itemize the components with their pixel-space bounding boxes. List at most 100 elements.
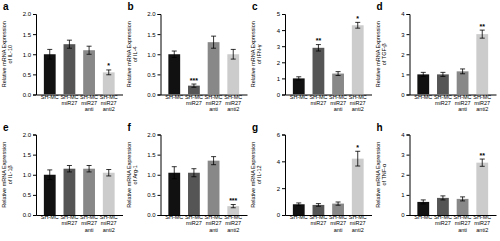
bar	[64, 44, 76, 94]
tick-label: 1	[401, 72, 405, 78]
axis-line	[158, 135, 162, 216]
plot-marks	[44, 40, 115, 94]
tick-label: 1	[277, 76, 281, 82]
y-axis-title-line: of IL-12	[256, 165, 262, 184]
tick-label: SH-MCmiR27anti2	[100, 214, 118, 233]
y-tick: 0.0	[23, 92, 36, 98]
error-bar	[421, 72, 426, 76]
tick-label: 4	[401, 132, 405, 138]
y-axis-title-line: of IFN-γ	[256, 44, 262, 64]
tick-label-line: miR27	[101, 220, 117, 226]
tick-mark	[282, 30, 285, 31]
tick-mark	[282, 215, 285, 216]
tick-label: 2.0	[147, 132, 156, 138]
y-tick: 2.0	[147, 11, 160, 17]
tick-label: SH-MCmiR27anti2	[100, 94, 118, 113]
tick-label-line: miR27	[186, 100, 202, 106]
x-tick: SH-MCmiR27anti2	[349, 94, 367, 113]
tick-mark	[407, 95, 410, 96]
x-axis: SH-MCSH-MCmiR27SH-MCmiR27antiSH-MCmiR27a…	[286, 214, 373, 233]
x-axis: SH-MCSH-MCmiR27SH-MCmiR27antiSH-MCmiR27a…	[161, 94, 248, 113]
plot-marks	[293, 22, 364, 94]
tick-label-line: anti	[334, 106, 343, 112]
tick-mark	[282, 78, 285, 79]
tick-label: 0.5	[23, 72, 32, 78]
tick-mark	[407, 215, 410, 216]
y-axis: 0.00.51.01.52.0	[147, 132, 161, 219]
tick-mark	[33, 54, 36, 55]
tick-label-line: miR27	[474, 100, 490, 106]
x-tick: SH-MCmiR27anti	[454, 94, 472, 113]
bar	[44, 54, 56, 94]
panel: 0.00.51.01.52.0SH-MCSH-MCmiR27SH-MCmiR27…	[1, 122, 123, 233]
bar	[168, 54, 180, 94]
x-axis: SH-MCSH-MCmiR27SH-MCmiR27antiSH-MCmiR27a…	[286, 94, 373, 113]
tick-label: SH-MCmiR27	[434, 94, 452, 106]
tick-label-line: miR27	[81, 100, 97, 106]
tick-label: 1	[401, 192, 405, 198]
tick-label: SH-MCmiR27anti2	[224, 214, 242, 233]
y-tick: 1.0	[23, 172, 36, 178]
tick-mark	[33, 74, 36, 75]
error-bar	[440, 72, 445, 76]
error-bar	[67, 165, 72, 171]
y-axis-title: Relative mRNA Expressionof IL-4	[126, 21, 138, 87]
tick-mark	[33, 95, 36, 96]
bar	[208, 42, 220, 94]
x-axis: SH-MCSH-MCmiR27SH-MCmiR27antiSH-MCmiR27a…	[37, 94, 124, 113]
y-tick: 1.0	[23, 52, 36, 58]
plot-marks	[417, 159, 488, 215]
x-tick: SH-MCmiR27	[434, 94, 452, 106]
plot-marks	[44, 165, 115, 215]
panel: 0246SH-MCSH-MCmiR27SH-MCmiR27antiSH-MCmi…	[250, 122, 372, 233]
tick-label-line: miR27	[61, 100, 77, 106]
y-tick: 3	[277, 44, 285, 50]
x-axis: SH-MCSH-MCmiR27SH-MCmiR27antiSH-MCmiR27a…	[161, 214, 248, 233]
x-tick: SH-MCmiR27	[185, 214, 203, 226]
x-tick: SH-MCmiR27anti2	[473, 94, 491, 113]
x-tick: SH-MCmiR27anti2	[349, 214, 367, 233]
tick-label: SH-MCmiR27anti	[329, 214, 347, 233]
x-tick: SH-MCmiR27anti	[205, 94, 223, 113]
panel-title: e	[3, 122, 9, 133]
error-bar	[355, 22, 360, 28]
y-axis-title: Relative mRNA Expressionof TNF-α	[375, 142, 387, 208]
y-axis-title-line: of TNF-α	[381, 163, 387, 186]
error-bar	[47, 49, 52, 59]
tick-label: 1.5	[147, 32, 156, 38]
bar	[476, 34, 488, 94]
tick-label: 0	[401, 212, 405, 218]
bar	[417, 74, 429, 94]
tick-label: 0.0	[23, 212, 32, 218]
error-bar	[296, 77, 301, 80]
axis-line	[33, 135, 37, 216]
y-tick: 0.0	[23, 212, 36, 218]
y-tick: 1	[401, 72, 409, 78]
tick-mark	[158, 74, 161, 75]
y-tick: 3	[401, 152, 409, 158]
axis-line	[158, 15, 162, 96]
y-tick: 4	[277, 159, 285, 165]
error-bar	[316, 45, 321, 51]
plot-marks	[168, 157, 239, 215]
tick-label: 0.5	[147, 192, 156, 198]
error-bar	[191, 169, 196, 177]
tick-mark	[282, 135, 285, 136]
tick-label-line: anti2	[227, 227, 239, 233]
panel: 0.00.51.01.52.0SH-MCSH-MCmiR27SH-MCmiR27…	[126, 1, 248, 112]
significance-label: **	[480, 152, 486, 159]
x-tick: SH-MCmiR27anti2	[100, 214, 118, 233]
bar	[64, 169, 76, 215]
tick-label: 2.0	[23, 132, 32, 138]
y-tick: 2	[277, 186, 285, 192]
error-bar	[191, 84, 196, 87]
panel-title: g	[252, 122, 258, 133]
tick-label-line: miR27	[101, 100, 117, 106]
tick-label: SH-MCmiR27anti	[454, 94, 472, 113]
tick-label: 0.0	[147, 212, 156, 218]
bar	[457, 199, 469, 215]
tick-label: SH-MCmiR27anti	[205, 94, 223, 113]
tick-label: 4	[401, 11, 405, 17]
x-tick: SH-MCmiR27	[309, 214, 327, 226]
tick-mark	[407, 74, 410, 75]
